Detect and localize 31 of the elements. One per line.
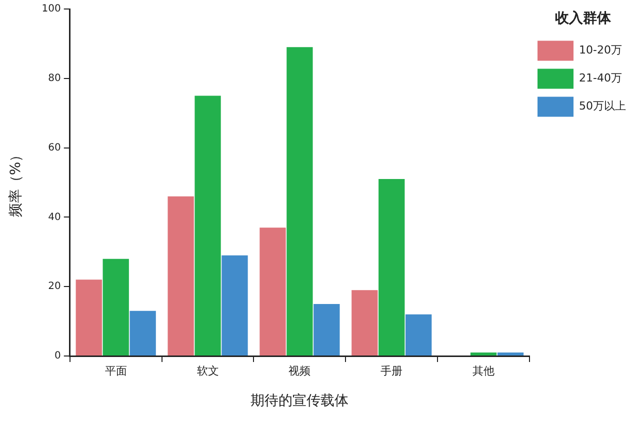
bar <box>222 255 248 356</box>
bar <box>378 179 405 356</box>
bar <box>497 352 524 356</box>
y-axis-title: 频率（%） <box>8 148 24 218</box>
bar <box>168 196 194 356</box>
x-tick-label: 平面 <box>104 364 127 378</box>
y-tick-label: 100 <box>42 4 61 15</box>
y-tick-label: 0 <box>54 350 61 362</box>
x-tick-label: 软文 <box>196 364 219 378</box>
legend-label: 21-40万 <box>579 72 622 85</box>
x-axis-title: 期待的宣传载体 <box>250 393 349 410</box>
bar <box>470 352 497 356</box>
legend-label: 50万以上 <box>579 100 626 113</box>
y-tick-label: 80 <box>48 72 61 84</box>
y-tick-label: 20 <box>48 281 61 292</box>
bar <box>352 290 378 356</box>
bar <box>406 314 432 356</box>
bar <box>286 47 313 356</box>
legend-label: 10-20万 <box>579 44 622 57</box>
bar <box>102 258 129 356</box>
x-tick-label: 手册 <box>380 364 403 378</box>
y-tick-label: 40 <box>48 212 61 223</box>
y-tick-label: 60 <box>48 142 61 154</box>
bar <box>130 310 156 356</box>
bar <box>314 304 340 356</box>
x-tick-label: 其他 <box>472 364 495 378</box>
bar <box>76 280 102 356</box>
x-tick-label: 视频 <box>288 364 311 378</box>
bar <box>194 96 221 356</box>
bar <box>260 228 286 356</box>
legend-title: 收入群体 <box>554 10 612 27</box>
